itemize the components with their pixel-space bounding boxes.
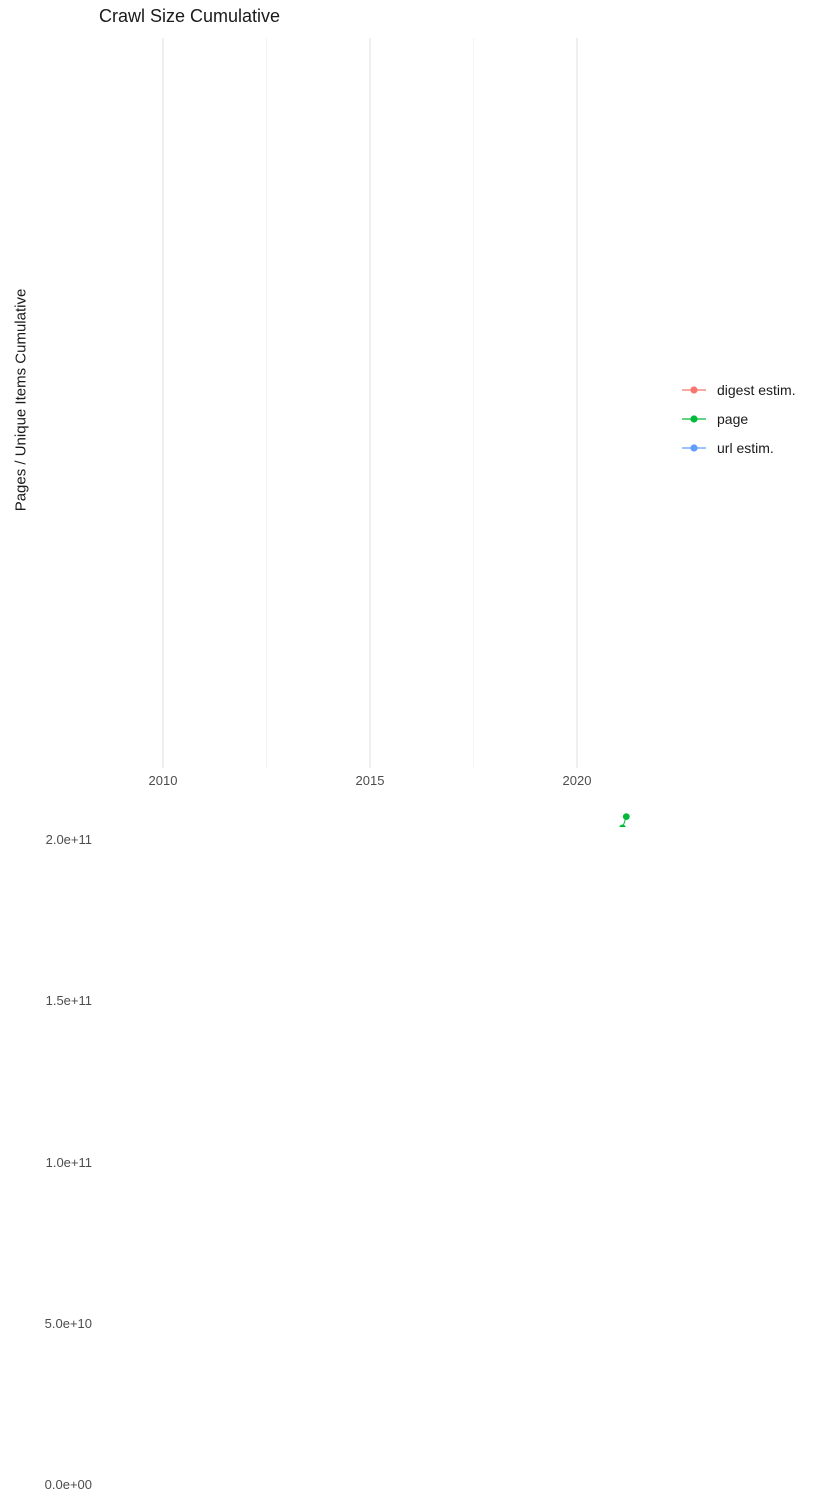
legend-key-dot <box>690 415 698 423</box>
x-tick-label: 2010 <box>148 773 178 788</box>
y-tick-label: 1.5e+11 <box>45 993 92 1009</box>
legend-key-icon <box>682 444 706 452</box>
legend-key-icon <box>682 386 706 394</box>
x-tick-label: 2015 <box>355 773 385 788</box>
y-axis-title: Pages / Unique Items Cumulative <box>12 288 30 512</box>
legend-key-dot <box>690 444 698 452</box>
y-tick-label: 2.0e+11 <box>45 832 92 848</box>
series-line-page <box>622 816 627 827</box>
legend-key-dot <box>690 386 698 394</box>
legend-label: digest estim. <box>717 382 796 398</box>
legend-item: digest estim. <box>681 381 796 399</box>
legend-item: url estim. <box>681 439 796 457</box>
legend: digest estim. page url estim. <box>681 381 796 468</box>
y-tick-label: 5.0e+10 <box>44 1315 92 1331</box>
y-tick-label: 0.0e+00 <box>44 1477 92 1492</box>
plot-canvas <box>162 38 630 827</box>
data-point <box>622 813 630 820</box>
x-tick-label: 2020 <box>562 773 592 788</box>
legend-label: url estim. <box>717 440 774 456</box>
y-tick-label: 1.0e+11 <box>45 1154 92 1170</box>
legend-key-icon <box>682 415 706 423</box>
legend-item: page <box>681 410 796 428</box>
series-points-page <box>619 813 630 827</box>
legend-label: page <box>717 411 749 427</box>
data-point <box>619 824 626 827</box>
chart-title: Crawl Size Cumulative <box>99 6 281 26</box>
chart-figure: Crawl Size Cumulative Pages / Unique Ite… <box>12 6 796 1492</box>
